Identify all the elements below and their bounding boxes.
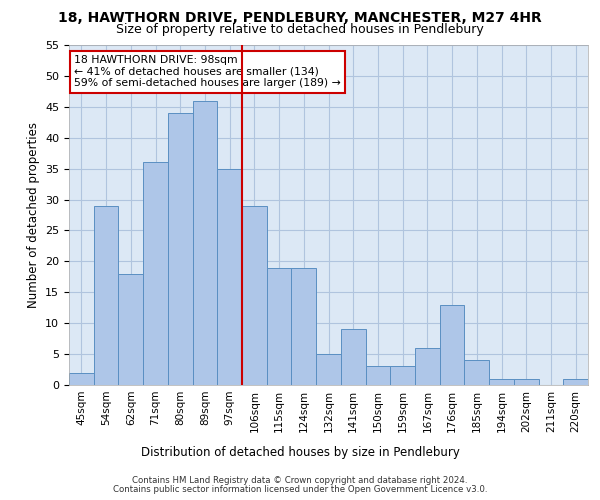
Text: 18 HAWTHORN DRIVE: 98sqm
← 41% of detached houses are smaller (134)
59% of semi-: 18 HAWTHORN DRIVE: 98sqm ← 41% of detach… [74, 55, 341, 88]
Bar [69, 372, 94, 385]
Bar [193, 100, 217, 385]
Text: Contains HM Land Registry data © Crown copyright and database right 2024.: Contains HM Land Registry data © Crown c… [132, 476, 468, 485]
Text: 18, HAWTHORN DRIVE, PENDLEBURY, MANCHESTER, M27 4HR: 18, HAWTHORN DRIVE, PENDLEBURY, MANCHEST… [58, 12, 542, 26]
Bar [118, 274, 143, 385]
Bar [390, 366, 415, 385]
Bar [341, 330, 365, 385]
Bar [292, 268, 316, 385]
Bar [242, 206, 267, 385]
Bar [316, 354, 341, 385]
Bar [464, 360, 489, 385]
Y-axis label: Number of detached properties: Number of detached properties [26, 122, 40, 308]
Bar [440, 304, 464, 385]
Text: Size of property relative to detached houses in Pendlebury: Size of property relative to detached ho… [116, 22, 484, 36]
Bar [514, 379, 539, 385]
Bar [415, 348, 440, 385]
Bar [563, 379, 588, 385]
Bar [168, 113, 193, 385]
Bar [365, 366, 390, 385]
Text: Distribution of detached houses by size in Pendlebury: Distribution of detached houses by size … [140, 446, 460, 459]
Bar [267, 268, 292, 385]
Text: Contains public sector information licensed under the Open Government Licence v3: Contains public sector information licen… [113, 484, 487, 494]
Bar [94, 206, 118, 385]
Bar [217, 168, 242, 385]
Bar [143, 162, 168, 385]
Bar [489, 379, 514, 385]
